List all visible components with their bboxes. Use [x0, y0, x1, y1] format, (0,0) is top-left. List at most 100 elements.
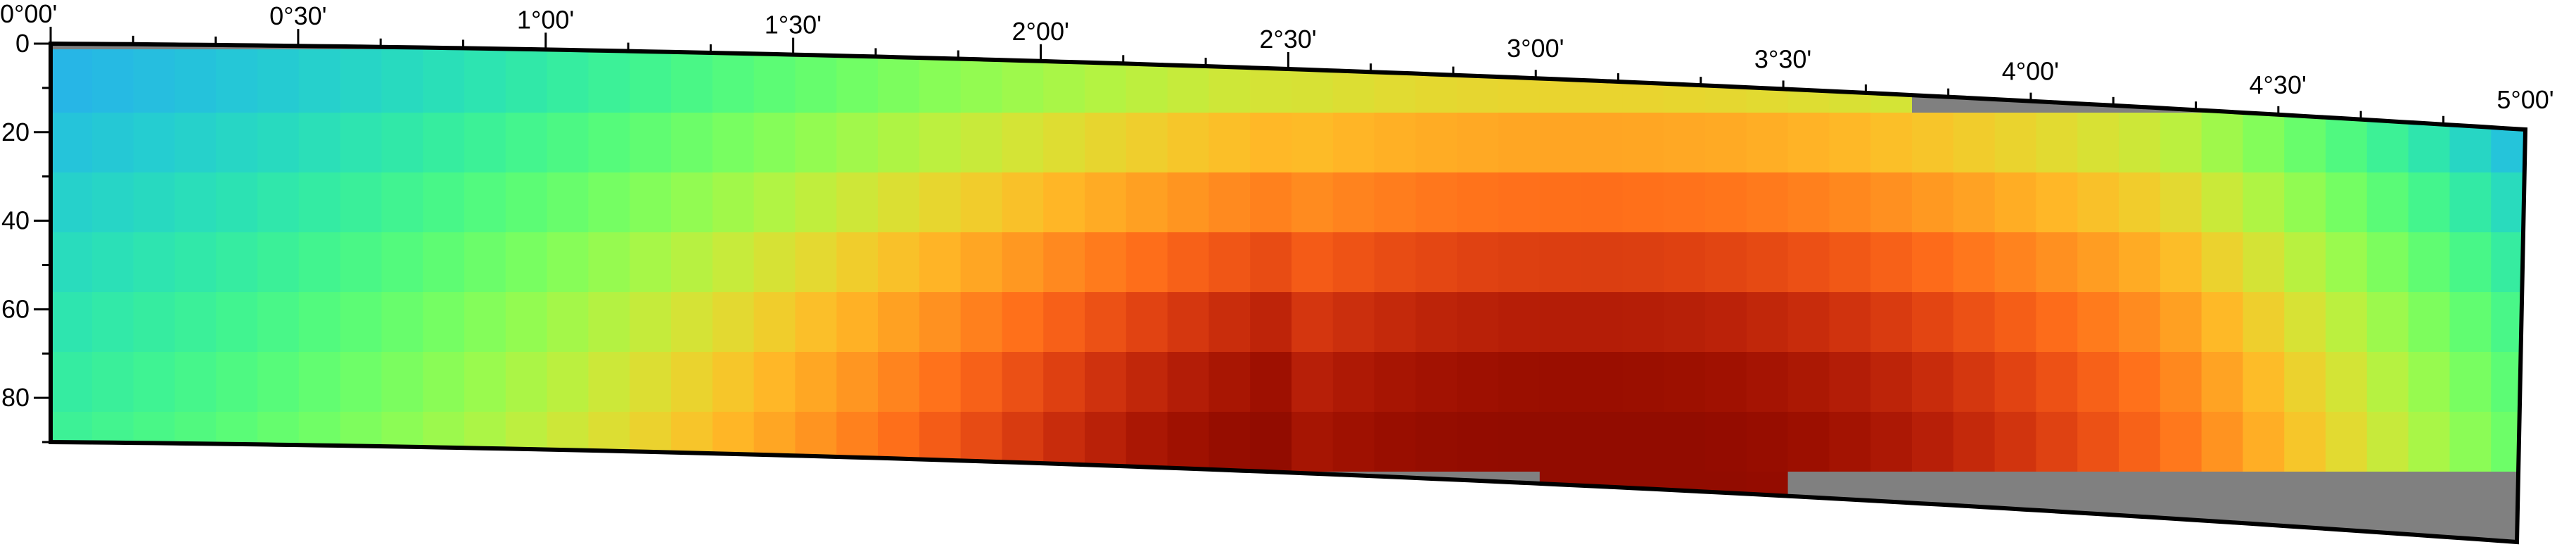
raster-cell — [381, 172, 423, 233]
raster-cell — [1374, 232, 1416, 293]
raster-cell — [2243, 352, 2285, 413]
raster-cell — [1043, 113, 1085, 173]
raster-cell — [671, 412, 713, 472]
raster-cell — [547, 172, 589, 233]
raster-cell — [1705, 292, 1747, 353]
raster-cell — [340, 352, 382, 413]
raster-cell — [2326, 292, 2368, 353]
raster-cell — [1085, 113, 1127, 173]
raster-cell — [1209, 412, 1251, 472]
raster-cell — [1209, 352, 1251, 413]
raster-cell — [1705, 232, 1747, 293]
raster-cell — [423, 472, 465, 536]
raster-cell — [1787, 113, 1830, 173]
raster-cell — [2366, 232, 2409, 293]
raster-cell — [1498, 352, 1541, 413]
raster-cell — [960, 352, 1002, 413]
raster-cell — [2326, 352, 2368, 413]
raster-cell — [1539, 113, 1582, 173]
raster-cell — [547, 292, 589, 353]
left-axis-label: 80 — [1, 383, 30, 412]
raster-cell — [2077, 292, 2119, 353]
raster-cell — [1292, 472, 1334, 536]
raster-cell — [712, 232, 755, 293]
raster-cell — [1912, 232, 1954, 293]
raster-cell — [753, 172, 796, 233]
raster-cell — [2408, 352, 2450, 413]
top-axis-ticks — [49, 27, 2444, 125]
raster-cell — [1870, 232, 1913, 293]
raster-cell — [2077, 412, 2119, 472]
raster-cell — [1126, 472, 1168, 536]
raster-cell — [753, 113, 796, 173]
raster-cell — [340, 412, 382, 472]
raster-cell — [2243, 113, 2285, 173]
raster-cell — [1415, 232, 1458, 293]
raster-cell — [1829, 172, 1871, 233]
top-axis-label: 3°00' — [1507, 34, 1564, 63]
raster-cell — [2201, 172, 2243, 233]
raster-cell — [298, 472, 341, 536]
raster-cell — [1457, 172, 1499, 233]
raster-cell — [174, 49, 217, 113]
raster-cell — [1167, 412, 1209, 472]
raster-cell — [51, 172, 93, 233]
raster-cell — [1126, 352, 1168, 413]
raster-cell — [630, 232, 672, 293]
raster-cell — [795, 232, 837, 293]
raster-cell — [1953, 172, 1996, 233]
raster-cell — [1415, 113, 1458, 173]
raster-cell — [2036, 232, 2078, 293]
raster-cell — [1870, 113, 1913, 173]
raster-cell — [423, 113, 465, 173]
raster-cell — [2160, 352, 2202, 413]
raster-cell — [1250, 472, 1292, 536]
raster-cell — [795, 352, 837, 413]
raster-cell — [671, 352, 713, 413]
raster-cell — [836, 232, 879, 293]
raster-cell — [51, 352, 93, 413]
raster-cell — [1085, 49, 1127, 113]
raster-cell — [836, 172, 879, 233]
raster-cell — [51, 292, 93, 353]
raster-cell — [2160, 232, 2202, 293]
raster-cell — [464, 292, 506, 353]
top-axis-label: 1°00' — [517, 5, 574, 34]
raster-cell — [216, 352, 258, 413]
raster-cell — [2036, 472, 2078, 536]
raster-cell — [1332, 232, 1375, 293]
raster-cell — [257, 412, 300, 472]
raster-cell — [1126, 172, 1168, 233]
raster-cell — [588, 172, 630, 233]
raster-cell — [464, 49, 506, 113]
raster-cell — [174, 472, 217, 536]
raster-cell — [1085, 172, 1127, 233]
raster-cell — [1415, 352, 1458, 413]
raster-cell — [1167, 49, 1209, 113]
raster-cell — [878, 49, 920, 113]
raster-cell — [1457, 412, 1499, 472]
left-axis-label: 40 — [1, 206, 30, 235]
raster-cell — [216, 172, 258, 233]
raster-cell — [1994, 412, 2036, 472]
raster-cell — [671, 113, 713, 173]
raster-cell — [1581, 412, 1623, 472]
raster-cell — [1332, 49, 1375, 113]
raster-cell — [1664, 49, 1706, 113]
raster-cell — [2491, 412, 2525, 472]
raster-cell — [91, 49, 134, 113]
raster-cell — [1043, 49, 1085, 113]
raster-cell — [1705, 113, 1747, 173]
raster-cell — [1332, 172, 1375, 233]
raster-cell — [1994, 472, 2036, 536]
raster-cell — [2491, 172, 2525, 233]
top-axis-labels: 0°00' 0°30' 1°00' 1°30' 2°00' 2°30' 3°00' 3°30'… — [0, 0, 2554, 114]
raster-cell — [2491, 232, 2525, 293]
left-axis-labels: 0 20 40 60 80 — [1, 29, 30, 412]
raster-cell — [1539, 412, 1582, 472]
raster-cell — [1043, 292, 1085, 353]
raster-cell — [340, 292, 382, 353]
raster-cell — [836, 472, 879, 536]
raster-cell — [795, 412, 837, 472]
